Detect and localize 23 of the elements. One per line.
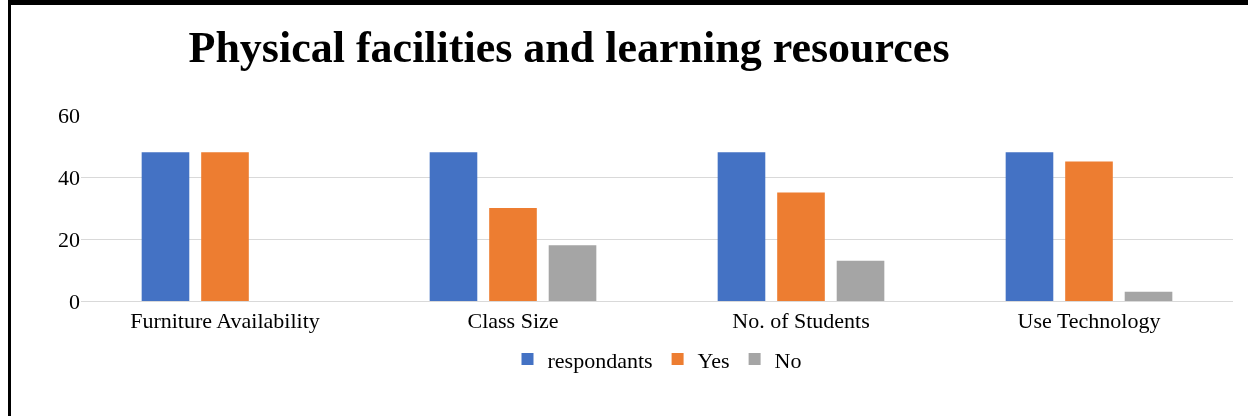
bar bbox=[429, 152, 478, 301]
legend-label: respondants bbox=[547, 347, 653, 373]
x-tick-label: No. of Students bbox=[732, 308, 870, 334]
chart-title: Physical facilities and learning resources bbox=[188, 22, 950, 72]
bar bbox=[1124, 291, 1173, 301]
x-tick-label: Use Technology bbox=[1017, 308, 1161, 334]
bar bbox=[717, 152, 766, 301]
y-tick-label: 0 bbox=[69, 288, 80, 314]
legend-label: No bbox=[774, 347, 802, 373]
bar bbox=[1065, 161, 1113, 301]
x-tick-label: Furniture Availability bbox=[130, 308, 320, 334]
y-tick-label: 40 bbox=[58, 164, 80, 190]
bar bbox=[777, 192, 825, 301]
bar bbox=[548, 245, 597, 301]
bar bbox=[141, 152, 190, 301]
legend-label: Yes bbox=[697, 347, 730, 373]
y-tick-label: 60 bbox=[58, 102, 80, 128]
bar bbox=[836, 260, 885, 301]
y-tick-label: 20 bbox=[58, 226, 80, 252]
bar bbox=[489, 208, 537, 301]
bar bbox=[1005, 152, 1054, 301]
x-tick-label: Class Size bbox=[467, 308, 559, 334]
bar bbox=[201, 152, 249, 301]
